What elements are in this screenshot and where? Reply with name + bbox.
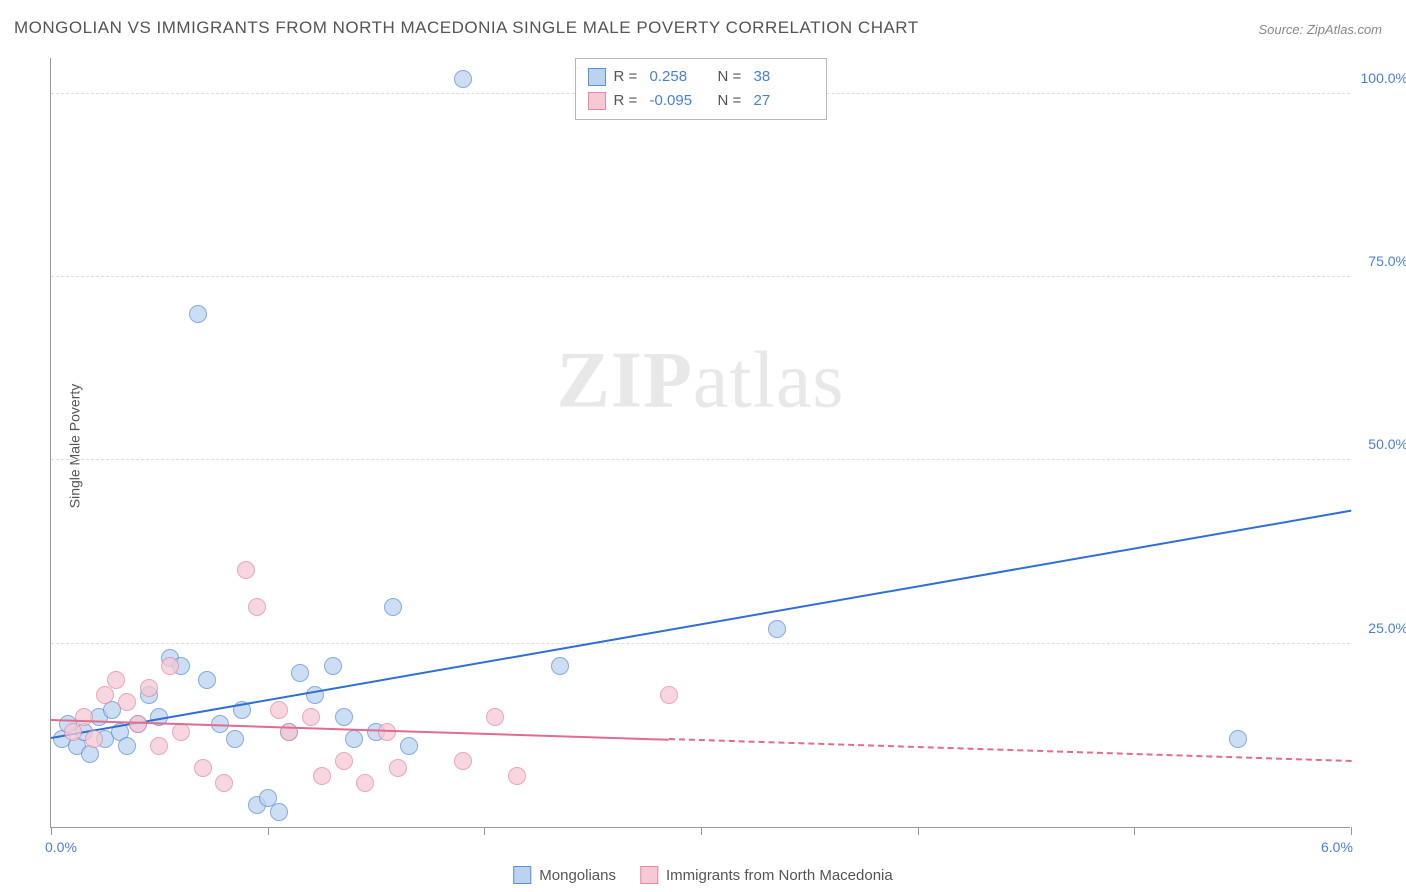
data-point [96,686,114,704]
chart-title: MONGOLIAN VS IMMIGRANTS FROM NORTH MACED… [14,18,919,38]
data-point [194,759,212,777]
x-tick [484,827,485,835]
gridline [51,276,1350,277]
data-point [64,723,82,741]
y-tick-label: 100.0% [1361,70,1406,86]
data-point [551,657,569,675]
data-point [486,708,504,726]
watermark: ZIPatlas [557,335,845,426]
data-point [198,671,216,689]
data-point [248,598,266,616]
data-point [454,70,472,88]
watermark-atlas: atlas [693,336,845,424]
data-point [107,671,125,689]
legend-label-series-1: Mongolians [539,867,616,884]
stats-row-series-1: R = 0.258 N = 38 [588,65,814,89]
stats-legend: R = 0.258 N = 38 R = -0.095 N = 27 [575,58,827,120]
data-point [270,803,288,821]
data-point [237,561,255,579]
swatch-series-2 [640,866,658,884]
data-point [140,679,158,697]
data-point [345,730,363,748]
data-point [150,737,168,755]
data-point [660,686,678,704]
data-point [454,752,472,770]
r-value-series-2: -0.095 [650,89,710,113]
n-label: N = [718,89,746,113]
source-label: Source: ZipAtlas.com [1258,22,1382,37]
data-point [324,657,342,675]
x-tick [268,827,269,835]
swatch-series-1 [513,866,531,884]
swatch-series-1 [588,68,606,86]
data-point [118,737,136,755]
r-value-series-1: 0.258 [650,65,710,89]
data-point [335,752,353,770]
data-point [161,657,179,675]
data-point [389,759,407,777]
data-point [302,708,320,726]
data-point [291,664,309,682]
data-point [384,598,402,616]
data-point [75,708,93,726]
y-tick-label: 50.0% [1368,436,1406,452]
x-tick [51,827,52,835]
data-point [270,701,288,719]
x-tick [1351,827,1352,835]
data-point [189,305,207,323]
x-tick [701,827,702,835]
data-point [313,767,331,785]
x-tick-label: 0.0% [45,839,77,855]
r-label: R = [614,89,642,113]
legend-item-series-2: Immigrants from North Macedonia [640,866,893,884]
data-point [280,723,298,741]
data-point [85,730,103,748]
data-point [226,730,244,748]
series-legend: Mongolians Immigrants from North Macedon… [513,866,892,884]
data-point [768,620,786,638]
n-value-series-2: 27 [754,89,814,113]
x-tick [1134,827,1135,835]
data-point [1229,730,1247,748]
stats-row-series-2: R = -0.095 N = 27 [588,89,814,113]
data-point [508,767,526,785]
data-point [335,708,353,726]
y-tick-label: 75.0% [1368,253,1406,269]
n-value-series-1: 38 [754,65,814,89]
data-point [215,774,233,792]
regression-line-extrapolated [668,738,1351,762]
r-label: R = [614,65,642,89]
y-tick-label: 25.0% [1368,620,1406,636]
swatch-series-2 [588,92,606,110]
data-point [356,774,374,792]
legend-label-series-2: Immigrants from North Macedonia [666,867,893,884]
x-tick [918,827,919,835]
scatter-plot-area: ZIPatlas R = 0.258 N = 38 R = -0.095 N =… [50,58,1350,828]
regression-line [51,510,1351,739]
n-label: N = [718,65,746,89]
data-point [118,693,136,711]
data-point [129,715,147,733]
legend-item-series-1: Mongolians [513,866,616,884]
watermark-zip: ZIP [557,336,693,424]
gridline [51,643,1350,644]
gridline [51,459,1350,460]
x-tick-label: 6.0% [1321,839,1353,855]
data-point [400,737,418,755]
